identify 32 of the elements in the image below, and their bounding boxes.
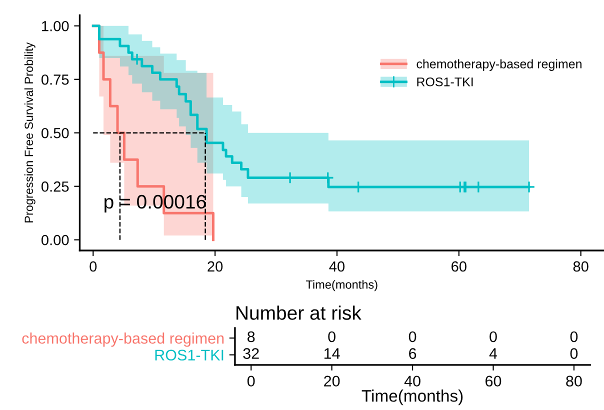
annotation: p = 0.00016 — [104, 194, 206, 213]
data-label: 6 — [409, 348, 416, 359]
y-axis-title: Progression Free Survival Probility — [24, 42, 36, 222]
data-label: 8 — [248, 331, 255, 342]
data-label: 0 — [408, 331, 416, 342]
data-label: 14 — [324, 348, 340, 359]
y-tick-label: 0.25 — [42, 181, 69, 192]
legend-label: ROS1-TKI — [417, 77, 473, 86]
data-label: 32 — [243, 348, 259, 359]
x-tick-label: 20 — [324, 376, 340, 387]
x-tick-label: 80 — [573, 261, 588, 272]
y-tick-label: 1.00 — [42, 20, 69, 32]
x-tick-label: 0 — [247, 376, 255, 387]
x-tick-label: 40 — [329, 261, 345, 272]
data-label: 0 — [328, 331, 336, 342]
data-label: 0 — [570, 348, 578, 359]
y-tick-label: 0.50 — [42, 128, 69, 138]
data-label: 0 — [490, 331, 497, 342]
y-tick-label: 0.75 — [42, 74, 69, 85]
x-tick-label: 60 — [452, 261, 466, 272]
y-tick-label: 0.00 — [42, 234, 69, 246]
chart-title: Number at risk — [236, 306, 362, 320]
legend-label: chemotherapy-based regimen — [416, 59, 582, 71]
x-axis-title: Time(months) — [306, 280, 378, 292]
x-tick-label: 20 — [208, 261, 223, 272]
x-tick-label: 80 — [566, 376, 582, 387]
data-label: 0 — [570, 331, 578, 342]
x-tick-label: 0 — [90, 261, 97, 272]
x-axis-title: Time(months) — [362, 390, 463, 406]
data-label: 4 — [489, 348, 498, 359]
x-tick-label: 40 — [404, 376, 420, 387]
x-tick-label: 60 — [486, 376, 502, 387]
